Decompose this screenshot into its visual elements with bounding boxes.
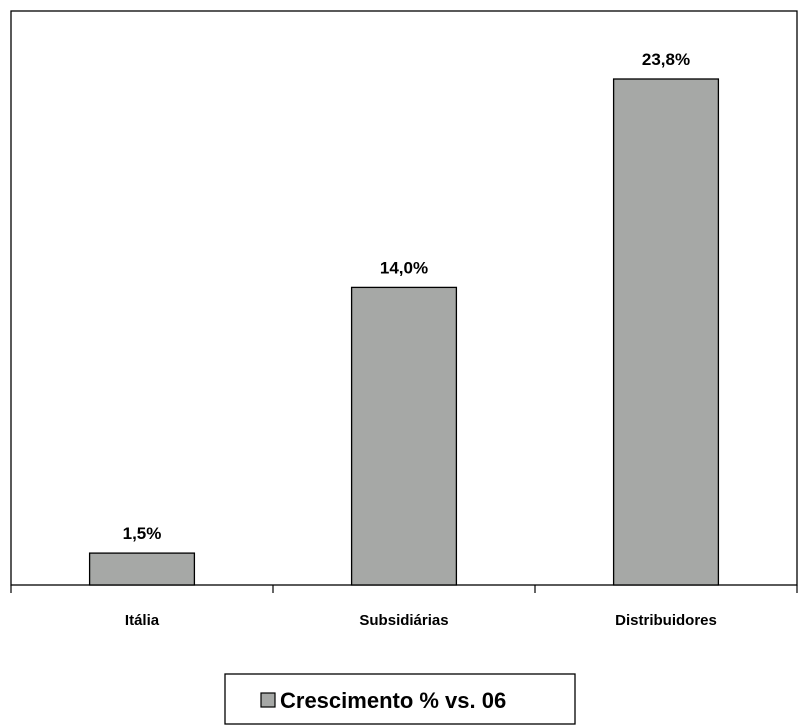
- category-label-0: Itália: [125, 612, 160, 629]
- bar-2: [612, 78, 720, 586]
- legend-box: [224, 673, 576, 725]
- category-label-2: Distribuidores: [615, 612, 717, 629]
- data-label-0: 1,5%: [123, 524, 162, 543]
- legend-label: Crescimento % vs. 06: [280, 688, 506, 713]
- data-label-2: 23,8%: [642, 50, 690, 69]
- legend: Crescimento % vs. 06: [224, 673, 576, 725]
- legend-swatch: [260, 692, 276, 708]
- bars-group: [88, 78, 720, 586]
- data-labels-group: 1,5% 14,0% 23,8%: [123, 50, 690, 543]
- category-label-1: Subsidiárias: [359, 612, 448, 629]
- data-label-1: 14,0%: [380, 258, 428, 277]
- bar-0: [88, 552, 196, 586]
- bar-1: [350, 286, 458, 586]
- x-axis: Itália Subsidiárias Distribuidores: [10, 585, 798, 629]
